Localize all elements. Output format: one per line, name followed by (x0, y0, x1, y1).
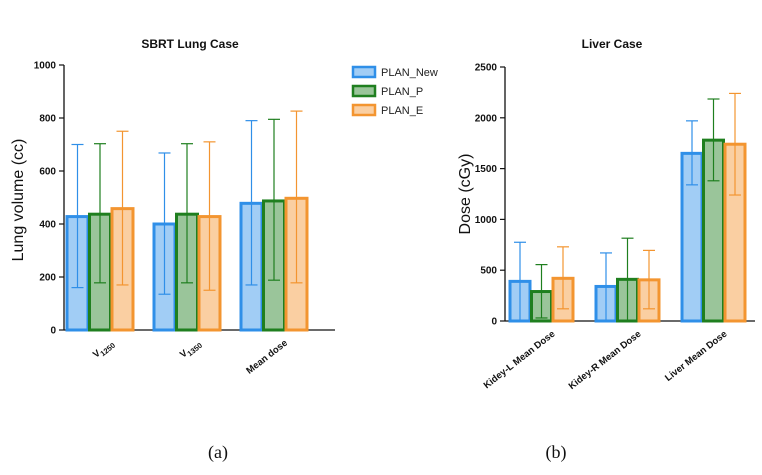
x-category-label: V1250 (91, 338, 117, 362)
y-tick-label: 1000 (34, 61, 57, 72)
y-tick-label: 0 (491, 317, 497, 328)
chart-title: SBRT Lung Case (141, 37, 239, 51)
y-tick-label: 800 (39, 114, 56, 125)
legend-swatch-plan_new (351, 65, 377, 79)
x-category-label: Liver Mean Dose (663, 329, 729, 384)
legend-swatch-plan_p (351, 84, 377, 98)
chart-sbrt-lung: SBRT Lung Case Lung volume (cc) 0 200 400 6… (10, 37, 335, 377)
y-tick-label: 1500 (475, 164, 498, 175)
y-tick-label: 0 (50, 326, 56, 337)
y-tick-label: 1000 (475, 215, 498, 226)
y-tick-label: 200 (39, 273, 56, 284)
legend-label-plan_e: PLAN_E (381, 105, 423, 117)
y-axis-label: Lung volume (cc) (10, 139, 27, 262)
x-category-label: V1350 (178, 338, 204, 362)
y-tick-label: 2000 (475, 113, 498, 124)
x-category-label: Kidey-R Mean Dose (567, 329, 644, 392)
legend-swatch-plan_e (351, 103, 377, 117)
caption-b: (b) (546, 442, 567, 463)
x-category-label: Kidey-L Mean Dose (482, 329, 558, 392)
chart-title: Liver Case (582, 37, 643, 51)
y-tick-label: 400 (39, 220, 56, 231)
y-tick-label: 500 (480, 266, 497, 277)
x-category-label: Mean dose (244, 338, 289, 377)
legend-label-plan_p: PLAN_P (381, 86, 423, 98)
chart-liver: Liver Case Dose (cGy) 0 500 1000 1500 2000 25… (457, 37, 755, 392)
caption-a: (a) (208, 442, 228, 463)
legend: PLAN_New PLAN_P PLAN_E (351, 65, 438, 117)
y-tick-label: 2500 (475, 63, 498, 74)
y-axis-label: Dose (cGy) (457, 154, 474, 235)
legend-label-plan_new: PLAN_New (381, 67, 438, 79)
y-tick-label: 600 (39, 167, 56, 178)
